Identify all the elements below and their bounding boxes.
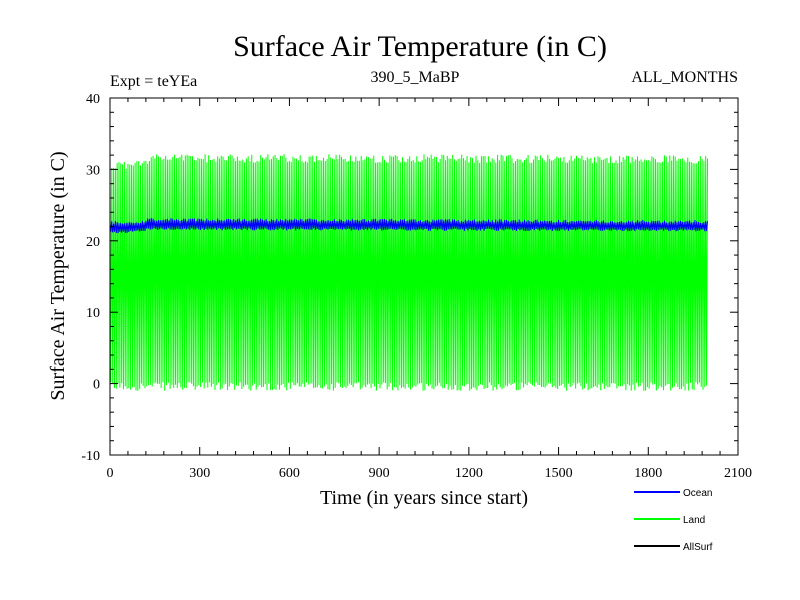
legend-label-land: Land: [683, 515, 705, 526]
legend: Ocean Land AllSurf: [634, 488, 713, 553]
x-axis-label: Time (in years since start): [320, 487, 528, 509]
y-axis-label: Surface Air Temperature (in C): [47, 151, 69, 400]
y-tick-label: 30: [86, 163, 100, 178]
x-tick-label: 1800: [634, 466, 662, 481]
x-tick-label: 0: [107, 466, 114, 481]
subtitle-center: 390_5_MaBP: [371, 69, 460, 86]
x-tick-label: 300: [189, 466, 210, 481]
subtitle-right: ALL_MONTHS: [631, 69, 738, 86]
y-tick-label: 10: [86, 306, 100, 321]
x-tick-label: 900: [369, 466, 390, 481]
plot-frame: [109, 97, 739, 456]
x-tick-label: 1500: [545, 466, 573, 481]
tick-layer: 0 300 600 900 1200 1500 1800 2100 -10 0 10 20 30 40: [81, 92, 752, 481]
x-tick-label: 600: [279, 466, 300, 481]
series-line-land: [109, 154, 708, 391]
y-tick-label: 20: [86, 235, 100, 250]
series-line-ocean: [109, 217, 708, 234]
y-tick-label: 0: [93, 378, 100, 393]
series-layer: [109, 154, 708, 391]
y-tick-label: 40: [86, 92, 100, 107]
x-tick-label: 2100: [724, 466, 752, 481]
y-tick-label: -10: [81, 449, 100, 464]
x-tick-label: 1200: [455, 466, 483, 481]
legend-label-allsurf: AllSurf: [683, 542, 713, 553]
chart-title: Surface Air Temperature (in C): [233, 30, 607, 63]
legend-label-ocean: Ocean: [683, 488, 712, 499]
subtitle-left: Expt = teYEa: [110, 73, 197, 90]
